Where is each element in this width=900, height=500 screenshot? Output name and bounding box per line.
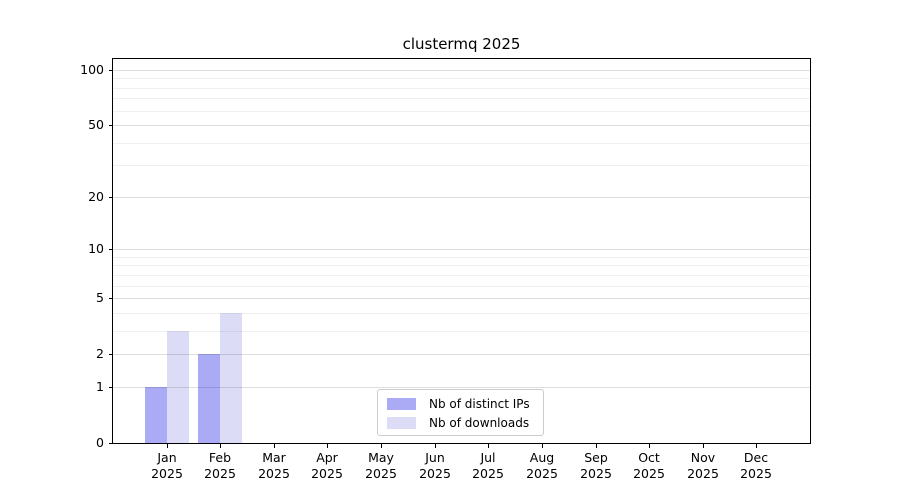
x-tick-mark xyxy=(167,444,168,448)
legend-swatch-distinct-ips xyxy=(387,398,416,410)
y-tick-mark xyxy=(109,125,113,126)
gridline-minor xyxy=(113,143,810,144)
bar-nb-of-distinct-ips-jan xyxy=(144,386,167,443)
gridline-minor xyxy=(113,265,810,266)
x-tick-month: Nov xyxy=(690,450,716,465)
x-tick-month: Dec xyxy=(743,450,769,465)
x-tick-month: Apr xyxy=(316,450,338,465)
x-tick-mark xyxy=(488,444,489,448)
gridline-minor xyxy=(113,331,810,332)
gridline-major xyxy=(113,354,810,355)
plot-area xyxy=(112,58,811,444)
x-tick-label-sep: Sep 2025 xyxy=(563,450,629,482)
gridline-major xyxy=(113,249,810,250)
x-tick-year: 2025 xyxy=(633,466,665,481)
x-tick-mark xyxy=(220,444,221,448)
gridline-minor xyxy=(113,78,810,79)
x-tick-year: 2025 xyxy=(365,466,397,481)
y-tick-label: 50 xyxy=(88,117,104,132)
y-tick-mark xyxy=(109,354,113,355)
x-tick-year: 2025 xyxy=(419,466,451,481)
x-tick-month: Feb xyxy=(208,450,232,465)
y-tick-mark xyxy=(109,70,113,71)
legend-swatch-downloads xyxy=(387,417,416,429)
x-tick-mark xyxy=(756,444,757,448)
x-tick-label-dec: Dec 2025 xyxy=(723,450,789,482)
gridline-minor xyxy=(113,275,810,276)
y-tick-label: 10 xyxy=(88,241,104,256)
bars-layer xyxy=(113,59,810,443)
legend: Nb of distinct IPs Nb of downloads xyxy=(377,389,544,436)
y-tick-mark xyxy=(109,298,113,299)
x-tick-mark xyxy=(381,444,382,448)
legend-item-downloads: Nb of downloads xyxy=(387,415,534,431)
y-tick-label: 2 xyxy=(96,346,104,361)
y-tick-label: 0 xyxy=(96,435,104,450)
x-tick-month: Mar xyxy=(262,450,286,465)
x-tick-mark xyxy=(435,444,436,448)
x-tick-month: May xyxy=(368,450,394,465)
x-tick-mark xyxy=(649,444,650,448)
y-tick-mark xyxy=(109,387,113,388)
x-tick-label-jan: Jan 2025 xyxy=(134,450,200,482)
gridline-minor xyxy=(113,313,810,314)
x-tick-label-feb: Feb 2025 xyxy=(187,450,253,482)
x-tick-month: Sep xyxy=(584,450,608,465)
gridline-minor xyxy=(113,165,810,166)
gridline-minor xyxy=(113,98,810,99)
gridline-major xyxy=(113,387,810,388)
y-tick-mark xyxy=(109,443,113,444)
x-tick-label-aug: Aug 2025 xyxy=(509,450,575,482)
x-tick-year: 2025 xyxy=(580,466,612,481)
grid-layer xyxy=(113,59,810,443)
y-tick-label: 5 xyxy=(96,290,104,305)
x-tick-mark xyxy=(596,444,597,448)
chart-title: clustermq 2025 xyxy=(402,35,521,53)
y-tick-label: 100 xyxy=(80,62,104,77)
legend-label-downloads: Nb of downloads xyxy=(429,416,530,430)
x-tick-month: Jul xyxy=(480,450,496,465)
bar-nb-of-distinct-ips-feb xyxy=(198,354,221,443)
x-tick-year: 2025 xyxy=(526,466,558,481)
x-tick-mark xyxy=(703,444,704,448)
x-tick-month: Jan xyxy=(157,450,177,465)
x-tick-label-oct: Oct 2025 xyxy=(616,450,682,482)
y-tick-label: 1 xyxy=(96,379,104,394)
bar-nb-of-downloads-jan xyxy=(166,330,189,443)
y-tick-label: 20 xyxy=(88,189,104,204)
gridline-major xyxy=(113,197,810,198)
x-tick-month: Aug xyxy=(529,450,555,465)
x-tick-mark xyxy=(327,444,328,448)
x-tick-year: 2025 xyxy=(687,466,719,481)
gridline-major xyxy=(113,125,810,126)
y-tick-mark xyxy=(109,249,113,250)
x-tick-mark xyxy=(274,444,275,448)
x-tick-month: Jun xyxy=(425,450,445,465)
y-tick-mark xyxy=(109,197,113,198)
x-tick-year: 2025 xyxy=(151,466,183,481)
x-tick-label-nov: Nov 2025 xyxy=(670,450,736,482)
x-tick-year: 2025 xyxy=(472,466,504,481)
x-tick-label-mar: Mar 2025 xyxy=(241,450,307,482)
x-tick-year: 2025 xyxy=(204,466,236,481)
gridline-major xyxy=(113,298,810,299)
x-tick-year: 2025 xyxy=(740,466,772,481)
legend-label-distinct-ips: Nb of distinct IPs xyxy=(429,397,530,411)
x-tick-label-jun: Jun 2025 xyxy=(402,450,468,482)
gridline-major xyxy=(113,70,810,71)
gridline-minor xyxy=(113,111,810,112)
x-tick-year: 2025 xyxy=(258,466,290,481)
x-tick-label-apr: Apr 2025 xyxy=(294,450,360,482)
gridline-minor xyxy=(113,286,810,287)
gridline-minor xyxy=(113,257,810,258)
gridline-minor xyxy=(113,88,810,89)
legend-item-distinct-ips: Nb of distinct IPs xyxy=(387,396,534,412)
x-tick-label-jul: Jul 2025 xyxy=(455,450,521,482)
x-tick-label-may: May 2025 xyxy=(348,450,414,482)
x-tick-year: 2025 xyxy=(311,466,343,481)
x-tick-month: Oct xyxy=(638,450,660,465)
bar-nb-of-downloads-feb xyxy=(220,312,243,443)
x-tick-mark xyxy=(542,444,543,448)
